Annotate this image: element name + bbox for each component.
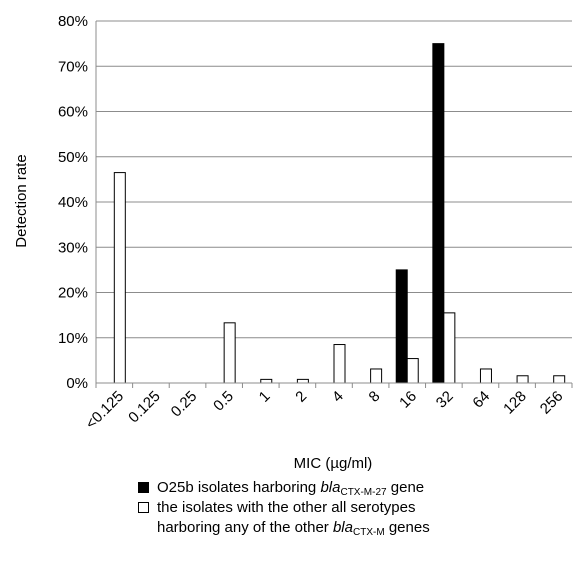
- legend: O25b isolates harboring blaCTX-M-27 gene…: [138, 478, 430, 538]
- legend-item-other: the isolates with the other all serotype…: [138, 498, 430, 538]
- bar-other: [406, 358, 419, 384]
- bar-other: [516, 375, 529, 384]
- bar-other: [333, 344, 346, 384]
- bar-other: [479, 368, 492, 384]
- x-tick-label: <0.125: [82, 388, 127, 433]
- bar-other: [370, 368, 383, 384]
- legend-swatch-black: [138, 482, 149, 493]
- legend-label-o25b: O25b isolates harboring blaCTX-M-27 gene: [157, 479, 425, 498]
- legend-label-other: the isolates with the other all serotype…: [157, 499, 430, 538]
- y-tick-label: 60%: [58, 104, 88, 121]
- bar-other: [553, 375, 566, 384]
- axes: [95, 21, 573, 388]
- y-tick-label: 20%: [58, 285, 88, 302]
- x-tick-label: 2: [292, 388, 310, 406]
- bars: [113, 43, 566, 384]
- bar-other: [260, 378, 273, 384]
- y-tick-label: 30%: [58, 239, 88, 256]
- x-tick-label: 0.5: [210, 388, 237, 415]
- y-tick-label: 40%: [58, 194, 88, 211]
- bar-o25b: [432, 43, 445, 384]
- y-tick-label: 50%: [58, 149, 88, 166]
- bar-other: [223, 322, 236, 384]
- y-tick-labels: 0% 10% 20% 30% 40% 50% 60% 70% 80%: [58, 13, 88, 392]
- gridlines: [96, 20, 572, 339]
- x-tick-label: 128: [500, 388, 530, 418]
- x-tick-label: 8: [366, 388, 384, 406]
- y-tick-label: 10%: [58, 330, 88, 347]
- x-tick-label: 0.125: [125, 388, 164, 427]
- x-tick-label: 4: [329, 388, 347, 406]
- x-axis-label: MIC (µg/ml): [294, 455, 373, 472]
- y-tick-label: 70%: [58, 58, 88, 75]
- x-tick-label: 0.25: [168, 388, 201, 421]
- legend-item-o25b: O25b isolates harboring blaCTX-M-27 gene: [138, 478, 430, 498]
- legend-swatch-white: [138, 502, 149, 513]
- x-tick-label: 64: [469, 388, 493, 412]
- x-tick-label: 256: [537, 388, 567, 418]
- x-tick-label: 32: [433, 388, 457, 412]
- y-axis-label: Detection rate: [13, 154, 30, 247]
- y-tick-label: 0%: [66, 375, 88, 392]
- bar-other: [113, 172, 126, 384]
- x-tick-label: 1: [256, 388, 274, 406]
- x-tick-label: 16: [396, 388, 420, 412]
- bar-o25b: [395, 269, 408, 384]
- y-tick-label: 80%: [58, 13, 88, 30]
- bar-other: [296, 378, 309, 384]
- bar-other: [443, 312, 456, 384]
